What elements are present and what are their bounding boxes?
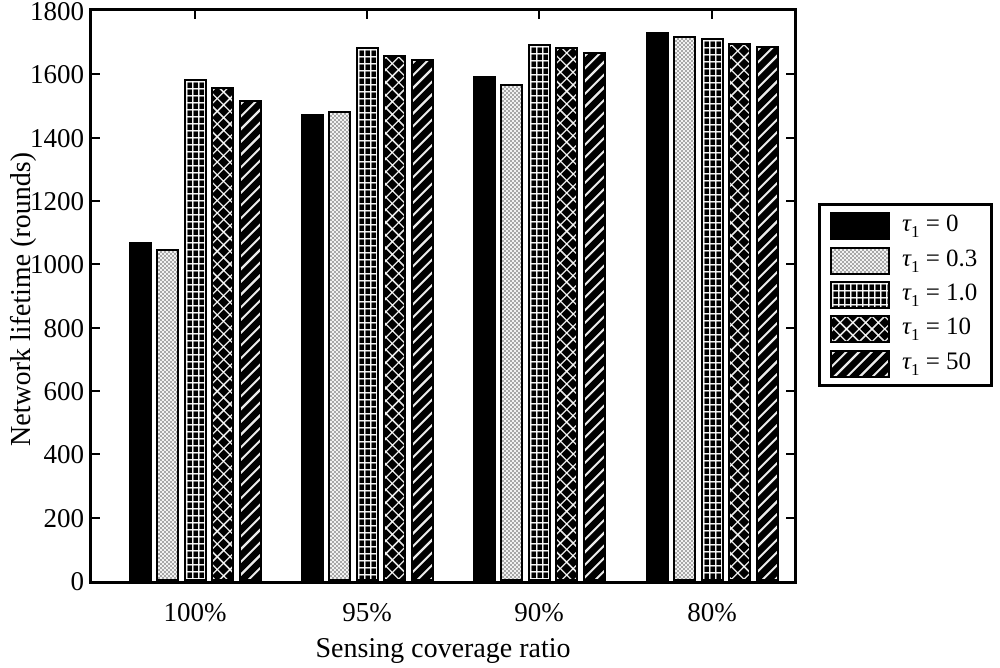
y-tick-label: 0 [70,566,85,596]
y-axis-tick-mark [92,263,100,266]
bar-tau1=1.0-90% [527,44,551,581]
x-axis-tick-mark [711,11,713,19]
y-axis-tick-mark [786,200,794,202]
y-axis-tick-mark [92,73,100,76]
legend-tau-symbol: τ [902,278,911,306]
bar-tau1=0.3-95% [328,110,351,581]
legend-value-text: = 10 [919,313,972,341]
y-tick-label: 1600 [30,59,84,90]
bar-tau1=10-95% [383,55,406,581]
bar-tau1=10-80% [728,42,751,581]
legend-label: τ1 = 0.3 [902,245,977,277]
legend-entry-tau1=50: τ1 = 50 [830,348,990,380]
x-axis-tick-mark [366,11,368,19]
legend-tau-subscript: 1 [910,256,920,276]
legend-tau-symbol: τ [902,347,911,375]
legend-value-text: = 1.0 [919,278,978,306]
plot-area [92,11,794,581]
legend-swatch-stipple [830,246,890,275]
y-axis-tick-mark [92,136,100,139]
bar-tau1=0.3-90% [500,83,523,581]
legend-label: τ1 = 1.0 [902,279,977,311]
y-tick-label: 1200 [30,186,84,216]
bar-tau1=0-90% [472,75,496,581]
legend-swatch-solid [830,212,890,241]
legend-label: τ1 = 50 [902,348,971,380]
y-tick-label: 400 [43,439,85,470]
bar-tau1=0.3-100% [156,248,179,581]
legend-entry-tau1=0: τ1 = 0 [830,210,990,242]
bar-tau1=1.0-100% [183,79,207,581]
legend-swatch-grid [830,280,890,309]
x-axis-tick-mark [194,11,196,19]
y-axis-tick-mark [786,263,794,266]
legend-swatch-diagonal [830,349,890,378]
legend-entry-tau1=0.3: τ1 = 0.3 [830,245,990,277]
bar-tau1=1.0-95% [355,47,379,581]
y-axis-tick-mark [786,73,794,76]
bar-tau1=0-80% [645,31,669,581]
bar-tau1=10-90% [555,47,578,581]
legend: τ1 = 0 τ1 = 0.3 τ1 = 1.0 τ1 = 10 τ1 = 50 [818,203,993,387]
x-tick-label: 80% [687,597,737,627]
x-tick-label: 95% [342,597,392,627]
y-axis-tick-mark [786,453,794,456]
x-axis-title: Sensing coverage ratio [315,633,571,664]
x-tick-label: 100% [163,597,227,627]
legend-tau-symbol: τ [902,313,911,341]
legend-tau-symbol: τ [902,210,911,238]
legend-entry-tau1=10: τ1 = 10 [830,313,990,345]
y-tick-label: 200 [43,502,85,533]
legend-tau-symbol: τ [902,244,911,272]
legend-value-text: = 0.3 [919,244,978,272]
legend-value-text: = 50 [919,347,972,375]
legend-swatch-crosshatch [830,315,890,344]
x-axis-tick-mark [538,11,540,19]
legend-label: τ1 = 10 [902,313,971,345]
y-tick-label: 1800 [30,0,84,26]
bar-tau1=50-95% [410,58,434,581]
y-axis-tick-mark [786,390,794,392]
y-axis-tick-mark [786,516,794,519]
bar-tau1=50-100% [238,99,262,581]
legend-tau-subscript: 1 [910,359,920,379]
legend-entry-tau1=1.0: τ1 = 1.0 [830,279,990,311]
y-axis-tick-mark [92,516,100,519]
y-axis-tick-mark [786,326,794,329]
legend-tau-subscript: 1 [910,290,920,310]
legend-tau-subscript: 1 [910,222,920,242]
x-tick-label: 90% [514,597,564,627]
legend-value-text: = 0 [919,210,959,238]
y-axis-tick-mark [92,390,100,392]
bar-tau1=50-80% [755,45,779,581]
y-tick-label: 600 [43,376,85,406]
bar-tau1=1.0-80% [700,37,724,581]
bar-tau1=0-100% [128,242,152,581]
legend-label: τ1 = 0 [902,210,959,242]
y-tick-label: 1400 [30,122,84,153]
y-axis-tick-mark [92,200,100,202]
y-axis-tick-mark [92,453,100,456]
y-tick-label: 800 [43,312,85,343]
y-axis-tick-mark [786,136,794,139]
y-tick-label: 1000 [30,249,84,280]
legend-tau-subscript: 1 [910,325,920,345]
y-axis-tick-labels: 1800 1600 1400 1200 1000 800 600 400 200 0 [0,0,84,668]
y-axis-tick-mark [92,326,100,329]
bar-tau1=10-100% [211,87,234,581]
bar-tau1=0.3-80% [673,36,696,581]
bar-tau1=50-90% [582,52,606,581]
bar-tau1=0-95% [300,113,324,581]
plot-box [89,8,797,584]
